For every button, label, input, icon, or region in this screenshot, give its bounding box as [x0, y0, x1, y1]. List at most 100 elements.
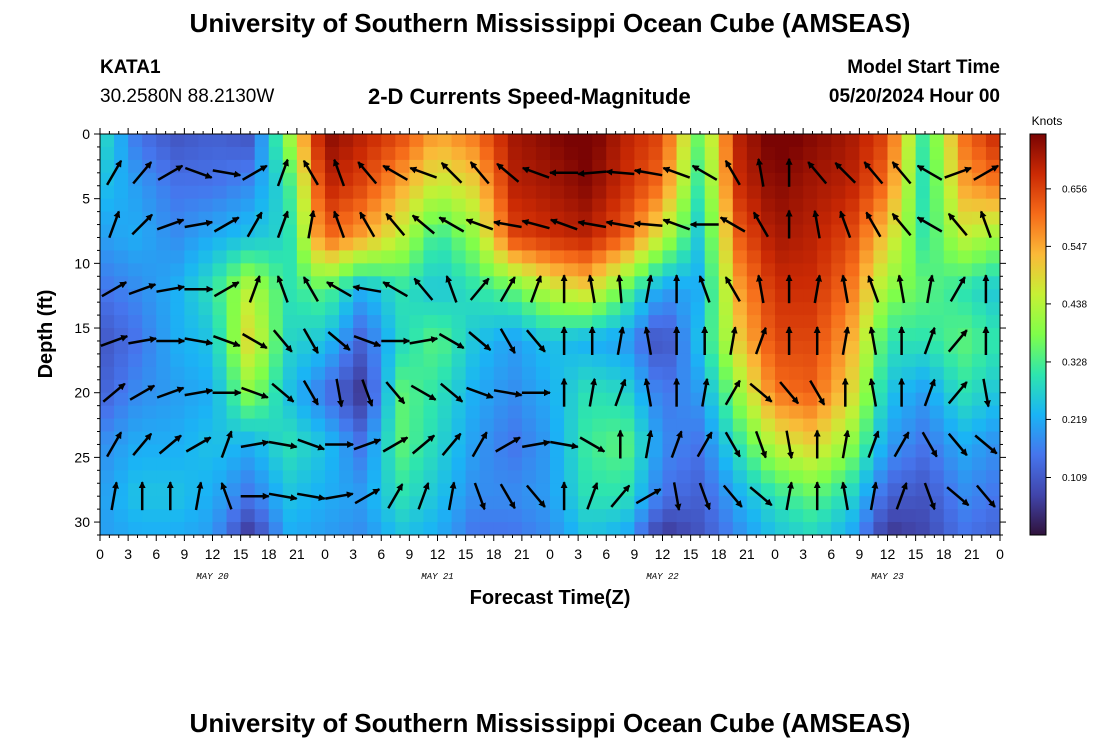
heatmap-cell — [690, 470, 706, 484]
heatmap-cell — [142, 392, 157, 407]
heatmap-cell — [451, 198, 467, 213]
heatmap-cell — [873, 392, 889, 407]
heatmap-cell — [789, 289, 804, 303]
heatmap-cell — [915, 315, 931, 329]
heatmap-cell — [100, 328, 115, 342]
heatmap-cell — [817, 405, 832, 420]
heatmap-cell — [634, 392, 650, 407]
heatmap-cell — [493, 509, 509, 523]
heatmap-cell — [381, 263, 396, 277]
heatmap-cell — [240, 392, 256, 407]
heatmap-cell — [254, 237, 270, 252]
heatmap-cell — [381, 392, 396, 407]
heatmap-cell — [606, 366, 621, 381]
heatmap-cell — [915, 522, 931, 535]
heatmap-cell — [985, 237, 1000, 252]
heatmap-cell — [254, 289, 270, 303]
heatmap-cell — [648, 198, 664, 213]
heatmap-cell — [845, 366, 860, 381]
current-vector — [926, 274, 935, 304]
heatmap-cell — [465, 185, 481, 200]
heatmap-cell — [451, 470, 467, 484]
x-tick-label: 0 — [996, 546, 1004, 562]
heatmap-cell — [564, 237, 579, 252]
heatmap-cell — [929, 509, 945, 523]
heatmap-cell — [451, 405, 467, 420]
heatmap-cell — [873, 457, 889, 471]
heatmap-cell — [128, 263, 143, 277]
heatmap-cell — [521, 185, 537, 200]
heatmap-cell — [859, 198, 875, 213]
heatmap-cell — [845, 457, 860, 471]
heatmap-cell — [325, 237, 340, 252]
heatmap-cell — [564, 457, 579, 471]
current-vector — [495, 436, 521, 453]
current-vector — [868, 326, 878, 356]
heatmap-cell — [746, 522, 762, 535]
heatmap-cell — [760, 211, 776, 226]
current-vector — [185, 436, 212, 453]
heatmap-cell — [535, 444, 551, 458]
model-start-label: Model Start Time — [847, 57, 1000, 78]
heatmap-cell — [873, 470, 889, 484]
heatmap-cell — [114, 198, 129, 213]
heatmap-cell — [451, 134, 467, 148]
heatmap-cell — [746, 172, 762, 187]
heatmap-cell — [592, 134, 607, 148]
current-vector — [868, 377, 878, 407]
heatmap-cell — [507, 315, 523, 329]
heatmap-cell — [704, 159, 720, 174]
heatmap-cell — [746, 328, 762, 342]
heatmap-cell — [789, 431, 804, 446]
heatmap-cell — [606, 328, 621, 342]
heatmap-cell — [606, 457, 621, 471]
heatmap-cell — [240, 496, 256, 510]
current-vector — [724, 431, 741, 458]
heatmap-cell — [943, 276, 959, 290]
current-vector — [110, 481, 119, 511]
current-vector — [297, 438, 326, 451]
heatmap-cell — [803, 134, 818, 148]
heatmap-cell — [310, 522, 326, 535]
heatmap-cell — [634, 353, 650, 368]
heatmap-cell — [493, 418, 509, 433]
heatmap-cell — [465, 302, 481, 316]
heatmap-cell — [606, 353, 621, 368]
heatmap-cell — [606, 302, 621, 316]
chart-title: University of Southern Mississippi Ocean… — [189, 8, 911, 38]
heatmap-cell — [943, 470, 959, 484]
heatmap-cell — [353, 146, 368, 161]
heatmap-cell — [873, 134, 889, 148]
heatmap-cell — [381, 315, 396, 329]
heatmap-cell — [746, 224, 762, 239]
heatmap-cell — [859, 392, 875, 407]
heatmap-cell — [521, 198, 537, 213]
heatmap-cell — [254, 470, 270, 484]
heatmap-cell — [226, 457, 242, 471]
heatmap-cell — [535, 185, 551, 200]
heatmap-cell — [409, 457, 425, 471]
current-vector — [440, 162, 463, 184]
heatmap-cell — [367, 457, 382, 471]
heatmap-cell — [704, 353, 720, 368]
heatmap-cell — [690, 134, 706, 148]
heatmap-cell — [676, 340, 692, 355]
current-vector — [916, 216, 943, 233]
heatmap-cell — [606, 431, 621, 446]
heatmap-cell — [325, 302, 340, 316]
heatmap-cell — [493, 237, 509, 252]
heatmap-cell — [634, 418, 650, 433]
heatmap-cell — [620, 366, 635, 381]
heatmap-cell — [718, 431, 734, 446]
current-vector — [296, 492, 326, 502]
heatmap-cell — [114, 263, 129, 277]
heatmap-cell — [535, 250, 551, 264]
current-vector — [194, 481, 204, 511]
heatmap-cell — [437, 470, 453, 484]
currents-chart: 0 3 6 9 12 15 18 21 0 3 6 9 12 15 18 21 0 3 6 9 12 15 18 21 0 3 6 9… — [35, 114, 1087, 609]
heatmap-cell — [226, 146, 242, 161]
heatmap-cell — [353, 522, 368, 535]
heatmap-cell — [465, 250, 481, 264]
current-vector — [466, 386, 494, 399]
heatmap-cell — [339, 198, 354, 213]
